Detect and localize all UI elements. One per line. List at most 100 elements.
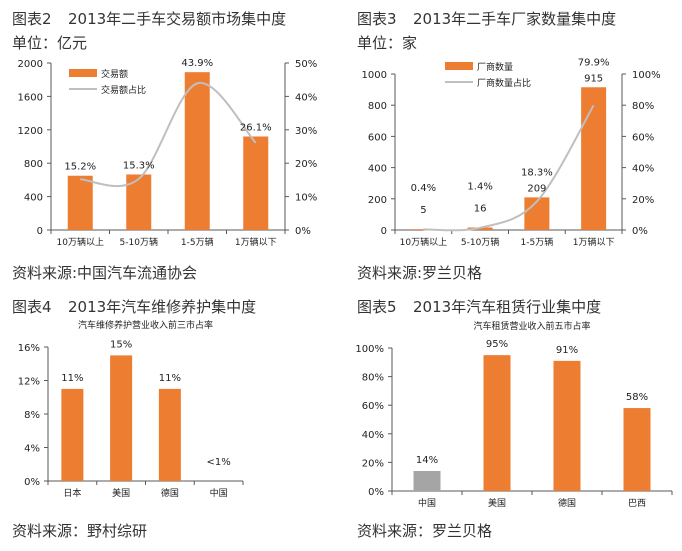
y-tick-label: 20% [362,458,384,469]
x-tick-label: 10万辆以上 [57,236,104,248]
panel-3-header: 图表4 2013年汽车维修养护集中度 [12,296,256,317]
x-tick-label: 美国 [488,497,506,509]
bar-data-label: 16 [474,204,487,215]
y2-tick-label: 50% [295,59,317,70]
line-data-label: 0.4% [411,183,436,194]
y-tick-label: 400 [24,193,43,204]
y2-tick-label: 0% [295,226,311,237]
bar [243,136,269,230]
y2-tick-label: 100% [632,70,661,81]
line-series [80,82,257,188]
legend-label: 交易额 [101,68,128,80]
figure-title: 2013年汽车租赁行业集中度 [413,298,602,316]
data-label: 11% [61,373,83,384]
figure-number: 图表4 [12,298,52,316]
y-tick-label: 40% [362,430,384,441]
x-tick-label: 中国 [418,497,436,509]
x-tick-label: 中国 [210,487,228,499]
y-tick-label: 1200 [18,126,43,137]
line-data-label: 26.1% [240,122,272,133]
line-data-label: 43.9% [181,58,213,69]
y-tick-label: 1600 [18,92,43,103]
source-note: 资料来源:中国汽车流通协会 [12,264,198,282]
bar [126,174,152,230]
y-tick-label: 4% [24,444,40,455]
y-tick-label: 0 [37,226,43,237]
source-note: 资料来源：野村综研 [12,522,148,540]
bar [483,355,511,491]
panel-2-header: 图表3 2013年二手车厂家数量集中度 [357,8,616,29]
line-data-label: 15.3% [123,160,155,171]
panel-1-header: 图表2 2013年二手车交易额市场集中度 [12,8,286,29]
y2-tick-label: 40% [632,164,654,175]
y-tick-label: 800 [368,101,387,112]
y2-tick-label: 20% [295,159,317,170]
bar [184,72,210,230]
data-label: 95% [486,339,508,350]
figure-number: 图表3 [357,10,397,28]
x-tick-label: 德国 [558,497,576,509]
data-label: 15% [110,339,132,350]
line-data-label: 1.4% [467,182,492,193]
x-tick-label: 巴西 [628,498,646,509]
line-data-label: 18.3% [521,167,553,178]
y-tick-label: 16% [18,343,40,354]
y-tick-label: 80% [362,373,384,384]
y-tick-label: 2000 [18,59,43,70]
bar [413,470,441,491]
y-tick-label: 12% [18,377,40,388]
chart-title: 汽车租赁营业收入前五市占率 [473,320,590,332]
x-tick-label: 5-10万辆 [461,236,499,248]
panel-4-header: 图表5 2013年汽车租赁行业集中度 [357,296,601,317]
figure-title: 2013年汽车维修养护集中度 [68,298,257,316]
figure-number: 图表2 [12,10,52,28]
y2-tick-label: 40% [295,92,317,103]
y-tick-label: 0 [381,226,387,237]
data-label: 91% [556,345,578,356]
bar [553,360,581,491]
x-tick-label: 日本 [63,487,81,499]
y-tick-label: 0% [24,477,40,488]
y2-tick-label: 60% [632,132,654,143]
y-tick-label: 200 [368,195,387,206]
y-tick-label: 8% [24,410,40,421]
y-tick-label: 800 [24,159,43,170]
bar [581,87,607,230]
x-tick-label: 5-10万辆 [120,236,158,248]
line-data-label: 15.2% [64,162,96,173]
y2-tick-label: 0% [632,226,648,237]
bar [61,388,84,481]
bar [67,175,93,230]
x-tick-label: 美国 [112,487,130,499]
data-label: 11% [159,373,181,384]
y-tick-label: 100% [355,344,384,355]
bar [110,355,133,481]
data-label: 14% [416,455,438,466]
y2-tick-label: 30% [295,126,317,137]
bar-data-label: 209 [527,183,546,194]
bar-data-label: 915 [584,73,603,84]
y-tick-label: 400 [368,164,387,175]
bar [410,229,436,230]
bar-data-label: 5 [420,205,426,216]
figure-title: 2013年二手车厂家数量集中度 [413,10,617,28]
source-note: 资料来源:罗兰贝格 [357,264,483,282]
y2-tick-label: 80% [632,101,654,112]
bar [623,408,651,491]
y-tick-label: 60% [362,401,384,412]
legend-swatch-bar [69,69,97,77]
y-tick-label: 0% [368,487,384,498]
y2-tick-label: 10% [295,193,317,204]
data-label: <1% [207,457,231,468]
figure-title: 2013年二手车交易额市场集中度 [68,10,287,28]
data-label: 58% [626,392,648,403]
chart-title: 汽车维修养护营业收入前三市占率 [78,319,213,331]
source-note: 资料来源：罗兰贝格 [357,522,493,540]
legend-swatch-bar [445,62,473,70]
legend-label: 厂商数量占比 [477,77,531,89]
y-tick-label: 1000 [362,70,387,81]
line-series [423,104,595,232]
legend-label: 交易额占比 [101,84,146,96]
unit-label: 单位：家 [357,34,418,52]
